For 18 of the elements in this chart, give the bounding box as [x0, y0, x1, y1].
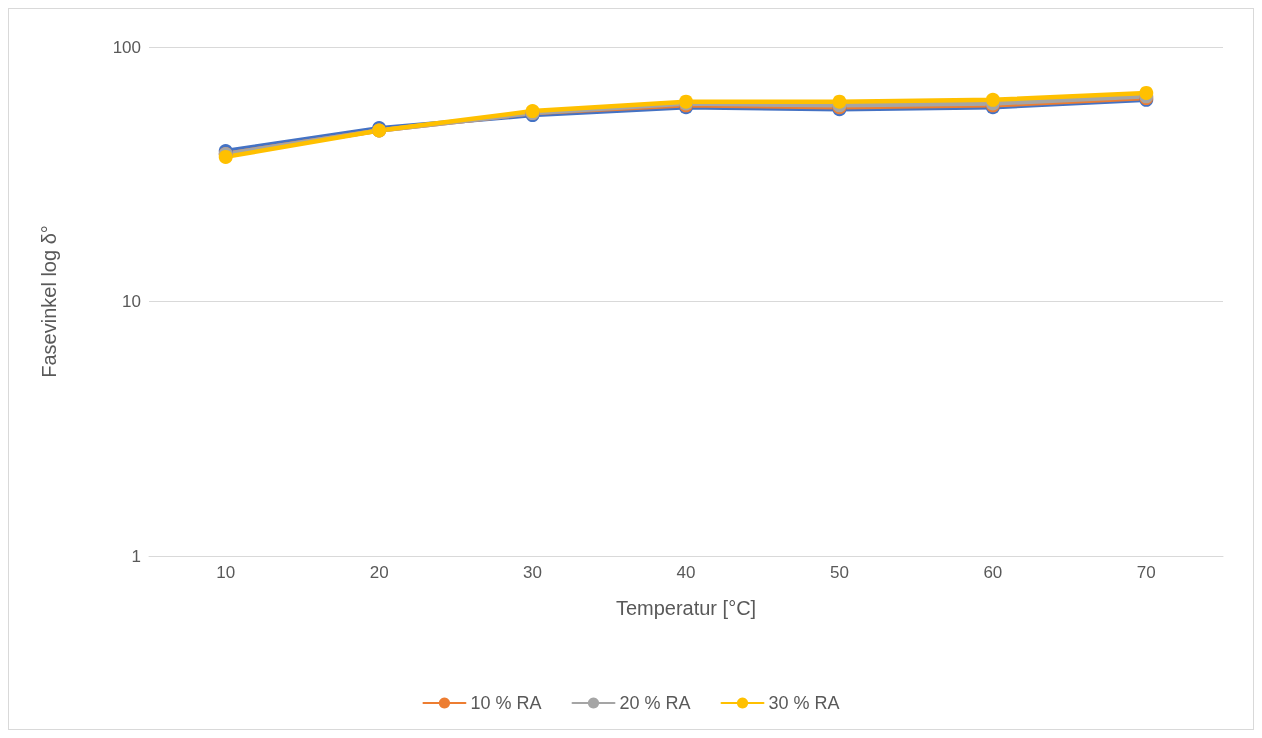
- y-tick-label: 100: [112, 37, 141, 57]
- y-tick-label: 10: [122, 292, 141, 311]
- point: [1139, 85, 1154, 100]
- x-tick-label: 60: [983, 563, 1003, 582]
- y-axis-title: Fasevinkel log δ°: [38, 225, 60, 378]
- x-axis-title: Temperatur [°C]: [615, 597, 757, 619]
- legend-label: 30 % RA: [768, 693, 840, 713]
- x-tick-label: 20: [369, 563, 389, 582]
- y-tick-label: 1: [131, 546, 141, 566]
- point: [832, 94, 847, 109]
- legend-label: 20 % RA: [619, 693, 691, 713]
- x-tick-label: 70: [1136, 563, 1156, 582]
- x-tick-label: 50: [829, 563, 849, 582]
- x-tick-label: 10: [216, 563, 236, 582]
- x-tick-label: 40: [676, 563, 696, 582]
- x-tick-label: 30: [523, 563, 543, 582]
- legend-label: 10 % RA: [470, 693, 542, 713]
- point: [985, 92, 1000, 107]
